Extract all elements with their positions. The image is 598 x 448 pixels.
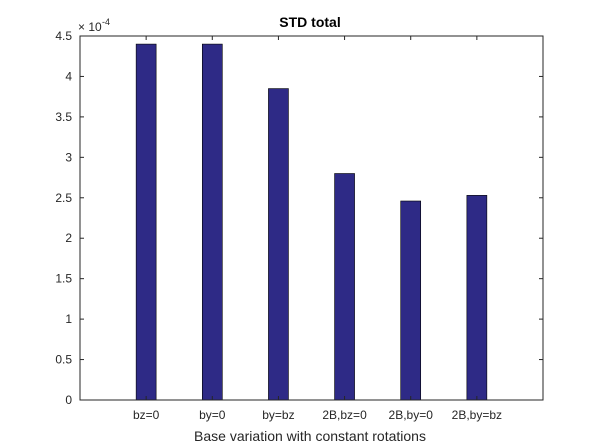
plot-frame	[79, 35, 544, 401]
bar-5	[400, 200, 422, 401]
x-axis-ticks: bz=0 by=0 by=bz 2B,bz=0 2B,by=0 2B,by=bz	[133, 36, 502, 422]
bar-1	[135, 43, 157, 401]
x-tick-label: 2B,by=bz	[452, 408, 502, 422]
y-tick-label: 4	[65, 69, 72, 83]
y-exponent-label: × 10 -4	[78, 17, 110, 34]
x-tick-label: by=bz	[262, 408, 294, 422]
x-tick-label: bz=0	[133, 408, 160, 422]
y-tick-label: 1.5	[55, 272, 72, 286]
y-tick-label: 3.5	[55, 110, 72, 124]
bar-3	[268, 88, 289, 401]
y-tick-label: 1	[65, 312, 72, 326]
bar-6	[466, 195, 488, 401]
x-tick-label: 2B,bz=0	[322, 408, 367, 422]
y-tick-label: 2.5	[55, 191, 72, 205]
plot-area	[80, 36, 543, 400]
y-tick-label: 0	[65, 393, 72, 407]
y-axis-ticks: 0 0.5 1 1.5 2 2.5 3 3.5 4 4.5	[55, 29, 543, 407]
y-exponent-power: -4	[102, 17, 110, 27]
y-tick-label: 4.5	[55, 29, 72, 43]
x-axis-label: Base variation with constant rotations	[194, 428, 426, 444]
x-tick-label: 2B,by=0	[389, 408, 434, 422]
y-tick-label: 2	[65, 231, 72, 245]
chart-title: STD total	[279, 14, 340, 30]
bar-2	[201, 43, 223, 401]
y-exponent-base: × 10	[78, 20, 102, 34]
bar-4	[334, 173, 355, 401]
x-tick-label: by=0	[199, 408, 226, 422]
y-tick-label: 3	[65, 150, 72, 164]
y-tick-label: 0.5	[55, 353, 72, 367]
